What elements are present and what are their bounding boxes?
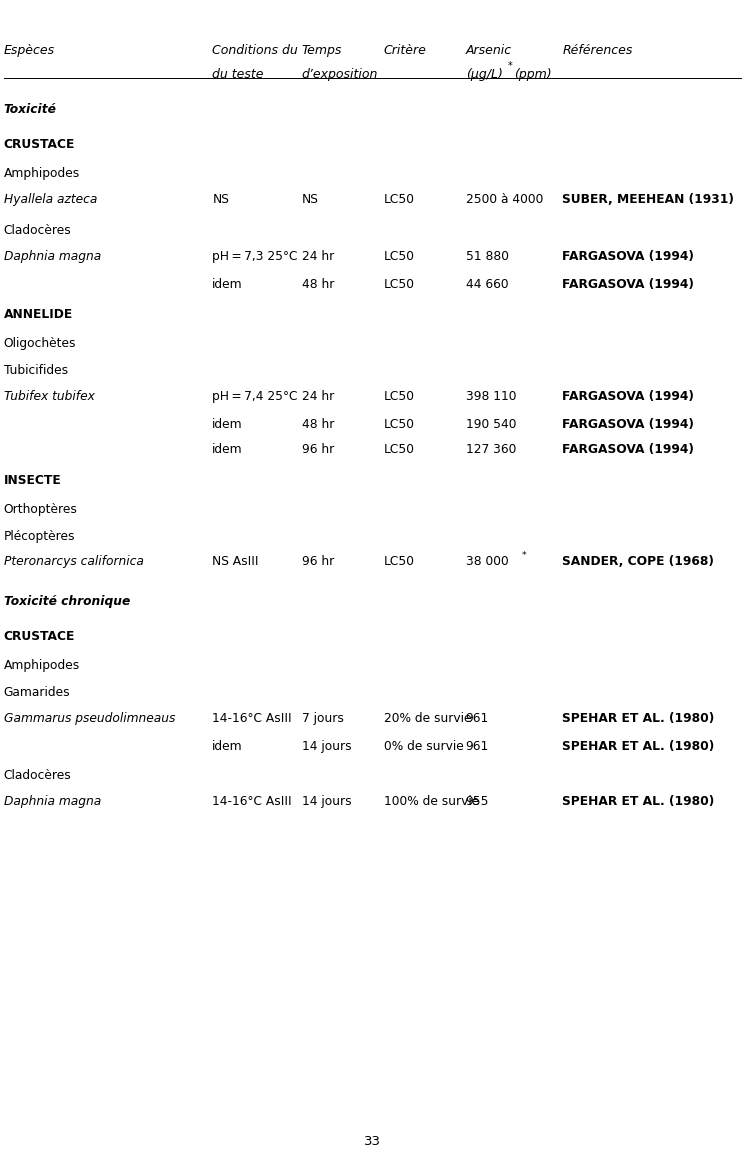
Text: CRUSTACE: CRUSTACE: [4, 630, 75, 643]
Text: 38 000: 38 000: [466, 555, 508, 568]
Text: INSECTE: INSECTE: [4, 474, 62, 487]
Text: 14 jours: 14 jours: [302, 740, 352, 753]
Text: *: *: [508, 61, 513, 71]
Text: Cladocères: Cladocères: [4, 224, 72, 237]
Text: Toxicité: Toxicité: [4, 103, 57, 116]
Text: Cladocères: Cladocères: [4, 769, 72, 782]
Text: 127 360: 127 360: [466, 443, 516, 456]
Text: Tubicifides: Tubicifides: [4, 364, 68, 377]
Text: Hyallela azteca: Hyallela azteca: [4, 193, 97, 205]
Text: LC50: LC50: [384, 418, 415, 431]
Text: *: *: [522, 551, 526, 560]
Text: Tubifex tubifex: Tubifex tubifex: [4, 390, 95, 403]
Text: pH = 7,3 25°C: pH = 7,3 25°C: [212, 250, 298, 263]
Text: 48 hr: 48 hr: [302, 278, 334, 291]
Text: Oligochètes: Oligochètes: [4, 337, 76, 350]
Text: 24 hr: 24 hr: [302, 390, 334, 403]
Text: 51 880: 51 880: [466, 250, 509, 263]
Text: Toxicité chronique: Toxicité chronique: [4, 595, 130, 608]
Text: CRUSTACE: CRUSTACE: [4, 138, 75, 151]
Text: d’exposition: d’exposition: [302, 68, 378, 81]
Text: idem: idem: [212, 278, 243, 291]
Text: ANNELIDE: ANNELIDE: [4, 308, 73, 321]
Text: du teste: du teste: [212, 68, 264, 81]
Text: LC50: LC50: [384, 555, 415, 568]
Text: Amphipodes: Amphipodes: [4, 659, 80, 672]
Text: Gamarides: Gamarides: [4, 686, 70, 699]
Text: 96 hr: 96 hr: [302, 443, 334, 456]
Text: Gammarus pseudolimneaus: Gammarus pseudolimneaus: [4, 712, 175, 725]
Text: 398 110: 398 110: [466, 390, 516, 403]
Text: FARGASOVA (1994): FARGASOVA (1994): [562, 418, 694, 431]
Text: Pteronarcys californica: Pteronarcys californica: [4, 555, 144, 568]
Text: SPEHAR ET AL. (1980): SPEHAR ET AL. (1980): [562, 795, 714, 808]
Text: Amphipodes: Amphipodes: [4, 167, 80, 180]
Text: LC50: LC50: [384, 250, 415, 263]
Text: 190 540: 190 540: [466, 418, 516, 431]
Text: SUBER, MEEHEAN (1931): SUBER, MEEHEAN (1931): [562, 193, 735, 205]
Text: 20% de survie: 20% de survie: [384, 712, 471, 725]
Text: Plécoptères: Plécoptères: [4, 530, 75, 543]
Text: SANDER, COPE (1968): SANDER, COPE (1968): [562, 555, 714, 568]
Text: 14 jours: 14 jours: [302, 795, 352, 808]
Text: Daphnia magna: Daphnia magna: [4, 250, 101, 263]
Text: NS: NS: [302, 193, 319, 205]
Text: LC50: LC50: [384, 390, 415, 403]
Text: Espèces: Espèces: [4, 44, 55, 57]
Text: Orthoptères: Orthoptères: [4, 503, 77, 516]
Text: Critère: Critère: [384, 44, 427, 57]
Text: 961: 961: [466, 740, 489, 753]
Text: Daphnia magna: Daphnia magna: [4, 795, 101, 808]
Text: FARGASOVA (1994): FARGASOVA (1994): [562, 390, 694, 403]
Text: (ppm): (ppm): [514, 68, 552, 81]
Text: LC50: LC50: [384, 278, 415, 291]
Text: 955: 955: [466, 795, 489, 808]
Text: (µg/L): (µg/L): [466, 68, 502, 81]
Text: 14-16°C AsIII: 14-16°C AsIII: [212, 712, 292, 725]
Text: idem: idem: [212, 740, 243, 753]
Text: 7 jours: 7 jours: [302, 712, 343, 725]
Text: 44 660: 44 660: [466, 278, 508, 291]
Text: Conditions du: Conditions du: [212, 44, 298, 57]
Text: Temps: Temps: [302, 44, 342, 57]
Text: 48 hr: 48 hr: [302, 418, 334, 431]
Text: 100% de survie: 100% de survie: [384, 795, 479, 808]
Text: 0% de survie: 0% de survie: [384, 740, 463, 753]
Text: SPEHAR ET AL. (1980): SPEHAR ET AL. (1980): [562, 712, 714, 725]
Text: FARGASOVA (1994): FARGASOVA (1994): [562, 278, 694, 291]
Text: SPEHAR ET AL. (1980): SPEHAR ET AL. (1980): [562, 740, 714, 753]
Text: Références: Références: [562, 44, 633, 57]
Text: FARGASOVA (1994): FARGASOVA (1994): [562, 443, 694, 456]
Text: 33: 33: [364, 1134, 381, 1148]
Text: 14-16°C AsIII: 14-16°C AsIII: [212, 795, 292, 808]
Text: NS AsIII: NS AsIII: [212, 555, 259, 568]
Text: LC50: LC50: [384, 443, 415, 456]
Text: 961: 961: [466, 712, 489, 725]
Text: 2500 à 4000: 2500 à 4000: [466, 193, 543, 205]
Text: Arsenic: Arsenic: [466, 44, 512, 57]
Text: pH = 7,4 25°C: pH = 7,4 25°C: [212, 390, 298, 403]
Text: idem: idem: [212, 443, 243, 456]
Text: FARGASOVA (1994): FARGASOVA (1994): [562, 250, 694, 263]
Text: idem: idem: [212, 418, 243, 431]
Text: 24 hr: 24 hr: [302, 250, 334, 263]
Text: LC50: LC50: [384, 193, 415, 205]
Text: NS: NS: [212, 193, 229, 205]
Text: 96 hr: 96 hr: [302, 555, 334, 568]
